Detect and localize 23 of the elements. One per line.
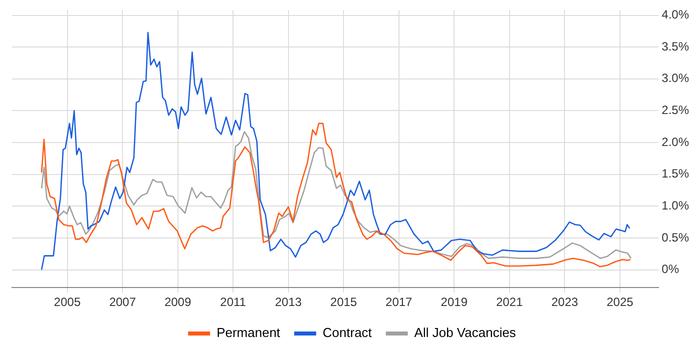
y-tick-label: 1.0% — [662, 198, 690, 212]
x-tick-label: 2021 — [496, 295, 524, 310]
x-tick-label: 2025 — [606, 295, 634, 310]
y-tick-label: 1.5% — [662, 166, 690, 181]
y-tick-label: 3.0% — [662, 71, 690, 86]
y-tick-label: 2.0% — [662, 134, 690, 149]
x-tick-label: 2005 — [54, 295, 81, 310]
y-tick-label: 4.0% — [662, 8, 690, 22]
x-tick-label: 2007 — [109, 295, 136, 310]
x-tick-label: 2013 — [274, 295, 302, 310]
x-tick-label: 2011 — [220, 295, 246, 310]
legend-label: Permanent — [216, 325, 281, 340]
y-tick-label: 3.5% — [662, 39, 690, 54]
x-tick-label: 2019 — [440, 295, 468, 310]
legend-label: All Job Vacancies — [414, 325, 516, 340]
x-tick-label: 2023 — [551, 295, 578, 310]
y-tick-label: 0.5% — [662, 230, 690, 244]
x-tick-label: 2017 — [386, 295, 413, 310]
y-tick-label: 2.5% — [662, 103, 690, 118]
x-tick-label: 2009 — [164, 295, 192, 310]
y-tick-label: 0% — [662, 262, 680, 276]
legend-label: Contract — [322, 325, 372, 340]
x-tick-label: 2015 — [330, 295, 358, 310]
